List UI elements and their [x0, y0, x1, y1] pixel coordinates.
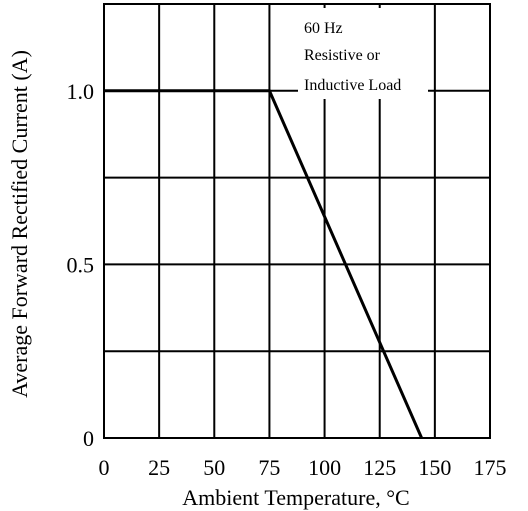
y-tick-label: 0 — [83, 426, 94, 451]
y-tick-label: 0.5 — [67, 252, 95, 277]
x-tick-label: 75 — [258, 455, 280, 480]
plot-frame — [103, 3, 491, 439]
x-tick-labels: 0 25 50 75 100 125 150 175 — [99, 455, 507, 480]
annotation-box: 60 Hz Resistive or Inductive Load — [298, 8, 428, 99]
x-tick-label: 50 — [203, 455, 225, 480]
y-axis-label: Average Forward Rectified Current (A) — [7, 50, 32, 398]
annotation-background — [298, 8, 428, 99]
derating-curve — [104, 89, 423, 439]
x-tick-label: 150 — [418, 455, 451, 480]
annotation-line-1: 60 Hz — [304, 20, 343, 37]
x-tick-label: 125 — [363, 455, 396, 480]
x-tick-label: 0 — [99, 455, 110, 480]
annotation-line-2: Resistive or — [304, 47, 381, 64]
x-tick-label: 100 — [308, 455, 341, 480]
x-tick-label: 175 — [474, 455, 507, 480]
x-tick-label: 25 — [148, 455, 170, 480]
x-axis-label: Ambient Temperature, °C — [182, 485, 409, 510]
y-tick-labels: 0 0.5 1.0 — [67, 79, 95, 451]
series-layer — [104, 89, 423, 439]
annotation-line-3: Inductive Load — [304, 77, 401, 94]
y-tick-label: 1.0 — [67, 79, 95, 104]
